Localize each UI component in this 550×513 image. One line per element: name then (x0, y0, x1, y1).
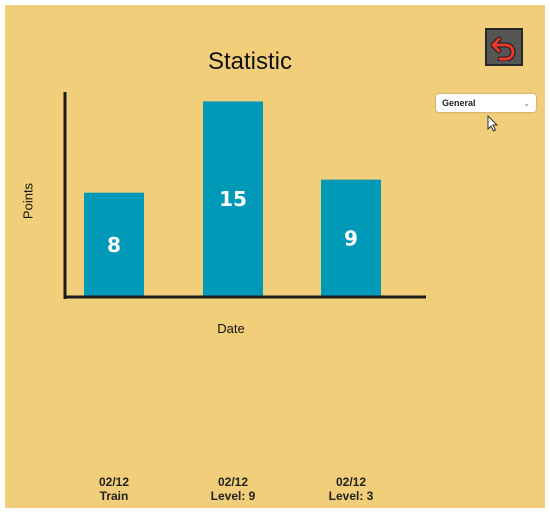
bar (203, 101, 263, 297)
category-date: 02/12 (98, 475, 130, 489)
category-date: 02/12 (335, 475, 367, 489)
mouse-pointer-icon (487, 115, 499, 132)
bar-chart: 8 15 9 (63, 92, 426, 299)
category-name: Level: 3 (328, 489, 374, 503)
bar-value-label: 8 (107, 233, 121, 257)
category-label: 02/12 Level: 3 (306, 475, 396, 503)
category-name: Level: 9 (210, 489, 256, 503)
x-axis-label: Date (217, 321, 245, 336)
category-name: Train (99, 489, 129, 503)
bar-value-label: 9 (344, 226, 358, 250)
undo-arrow-icon (490, 36, 516, 61)
bar (321, 179, 381, 297)
category-dropdown[interactable]: General ⌄ (436, 94, 536, 112)
category-date: 02/12 (217, 475, 249, 489)
dropdown-selected: General (442, 98, 476, 108)
back-button[interactable] (485, 28, 523, 66)
bar (84, 192, 144, 297)
bar-value-label: 15 (219, 187, 247, 211)
page-title: Statistic (207, 48, 293, 75)
statistics-panel: Statistic General ⌄ Points Date 8 15 9 02/… (5, 5, 545, 508)
category-label: 02/12 Level: 9 (188, 475, 278, 503)
chevron-down-icon: ⌄ (523, 98, 530, 108)
category-label: 02/12 Train (69, 475, 159, 503)
